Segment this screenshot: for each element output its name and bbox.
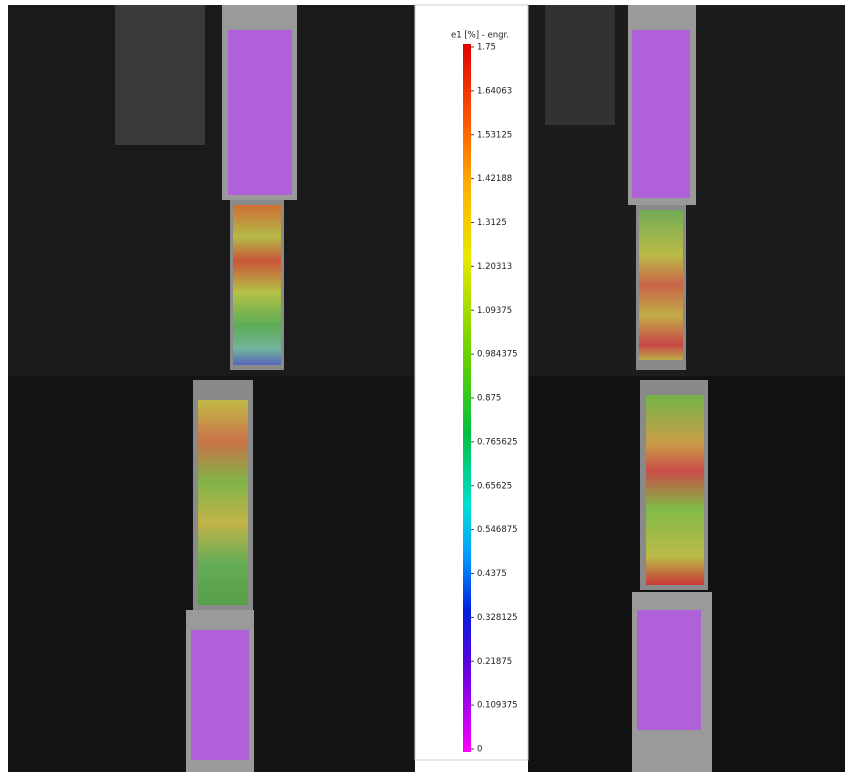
background-light (545, 5, 615, 125)
strain-field (637, 610, 701, 730)
colorbar-title: e1 [%] - engr. (451, 31, 509, 41)
tick-label: 0.546875 (477, 525, 518, 535)
tick-label: 1.09375 (477, 306, 512, 316)
strain-field (191, 630, 249, 760)
tick-label: 0.65625 (477, 481, 512, 491)
page: e1 [%] - engr. 1.75 1.64063 1.53125 1.42188… (0, 0, 847, 778)
dic-composite: e1 [%] - engr. 1.75 1.64063 1.53125 1.42188… (0, 0, 847, 778)
strain-field (646, 395, 704, 585)
tick-label: 0.4375 (477, 569, 507, 579)
colorbar-panel (415, 5, 528, 760)
tick-label: 1.42188 (477, 174, 512, 184)
tick-label: 0.765625 (477, 437, 518, 447)
tick-label: 1.3125 (477, 218, 507, 228)
tick-label: 1.64063 (477, 86, 512, 96)
background-light (115, 5, 205, 145)
strain-field (639, 210, 683, 360)
strain-field (228, 30, 292, 195)
tick-label: 1.53125 (477, 130, 512, 140)
tick-label: 0.109375 (477, 701, 518, 711)
strain-field (632, 30, 690, 198)
strain-field (233, 205, 281, 365)
tick-label: 0.875 (477, 394, 501, 404)
panel (8, 5, 415, 376)
tick-label: 0.984375 (477, 350, 518, 360)
tick-label: 0 (477, 745, 482, 755)
tick-label: 0.21875 (477, 657, 512, 667)
tick-label: 1.75 (477, 43, 496, 53)
tick-label: 1.20313 (477, 262, 512, 272)
strain-field (198, 400, 248, 605)
tick-label: 0.328125 (477, 613, 518, 623)
colorbar-scale (463, 44, 471, 752)
